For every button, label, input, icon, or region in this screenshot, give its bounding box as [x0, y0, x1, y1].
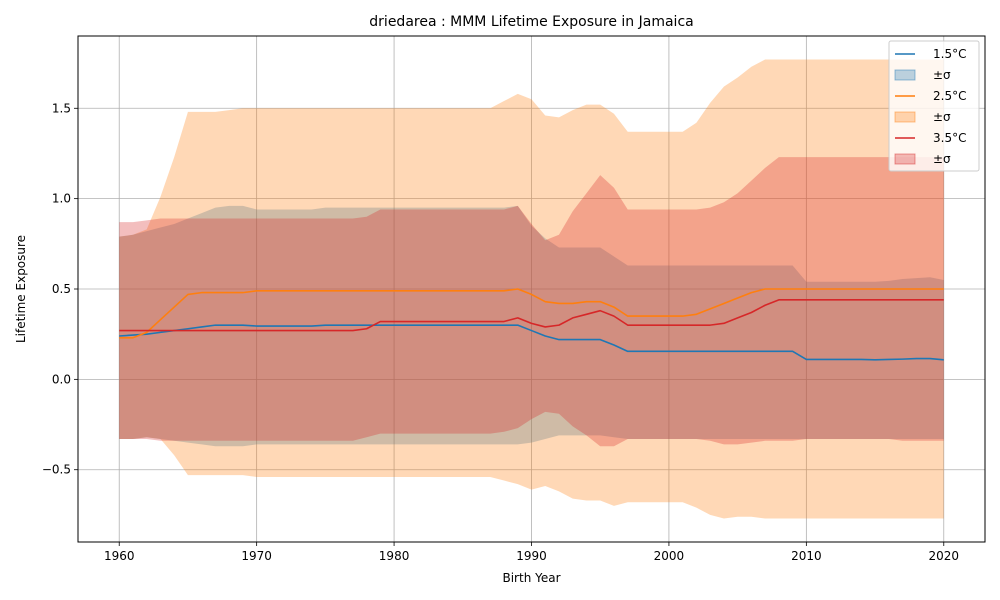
x-tick-label: 2020: [928, 549, 959, 563]
y-axis-label: Lifetime Exposure: [14, 235, 28, 343]
x-tick-label: 1990: [516, 549, 547, 563]
chart-title: driedarea : MMM Lifetime Exposure in Jam…: [369, 14, 693, 30]
line-series-2: [119, 288, 944, 339]
legend-entry-label: 1.5°C: [933, 47, 966, 61]
x-tick-label: 1980: [379, 549, 410, 563]
x-axis-ticks: 1960 1970 1980 1990 2000 2010 2020: [104, 542, 959, 563]
y-axis-ticks: −0.5 0.0 0.5 1.0 1.5: [42, 101, 78, 477]
legend-band-swatch: [894, 153, 916, 165]
line-series-1: [119, 324, 944, 361]
band-series-3: [119, 157, 944, 447]
x-tick-label: 1960: [104, 549, 135, 563]
band-series-1: [119, 205, 944, 447]
line-series-3: [119, 299, 944, 332]
legend-band-label: ±σ: [933, 152, 951, 166]
band-series-2: [119, 59, 944, 519]
x-tick-label: 2010: [791, 549, 822, 563]
x-tick-label: 1970: [241, 549, 272, 563]
y-tick-label: 1.5: [52, 101, 71, 115]
x-axis-label: Birth Year: [502, 571, 560, 585]
y-tick-label: −0.5: [42, 463, 71, 477]
legend-band-swatch: [894, 111, 916, 123]
y-tick-label: 0.0: [52, 372, 71, 386]
legend-entry-label: 2.5°C: [933, 89, 966, 103]
legend-band-label: ±σ: [933, 68, 951, 82]
legend: 1.5°C ±σ 2.5°C ±σ 3.5°C ±σ: [888, 40, 980, 172]
legend-band-swatch: [894, 69, 916, 81]
legend-entry-label: 3.5°C: [933, 131, 966, 145]
y-tick-label: 0.5: [52, 282, 71, 296]
y-tick-label: 1.0: [52, 192, 71, 206]
x-tick-label: 2000: [654, 549, 685, 563]
series-lines: [119, 288, 944, 361]
legend-band-label: ±σ: [933, 110, 951, 124]
error-bands: [119, 59, 944, 519]
